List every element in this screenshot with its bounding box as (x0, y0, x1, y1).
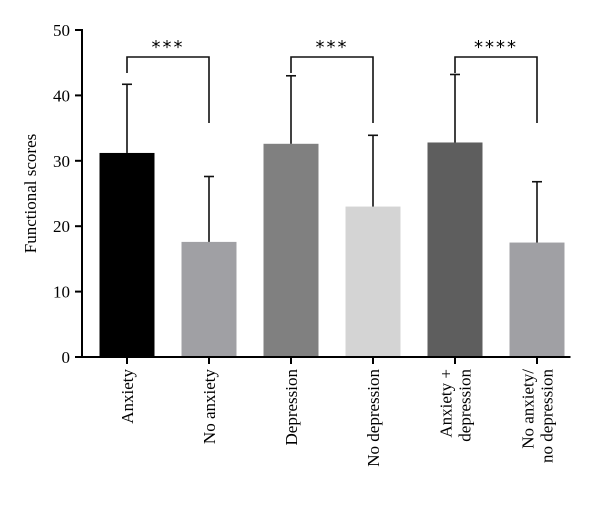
x-tick-label-1: No anxiety (200, 369, 219, 445)
significance-label-0: *** (152, 37, 185, 58)
y-axis-label: Functional scores (21, 134, 40, 253)
x-tick-label-4-line-1: depression (456, 369, 475, 442)
y-tick-label-1: 10 (53, 283, 70, 302)
y-tick-label-5: 50 (53, 21, 70, 40)
bar-4 (427, 142, 483, 357)
bar-0 (99, 152, 155, 357)
significance-label-2: **** (474, 37, 518, 58)
bar-3 (345, 206, 401, 357)
y-tick-label-2: 20 (53, 217, 70, 236)
x-tick-label-2: Depression (282, 369, 301, 446)
x-tick-label-3: No depression (364, 369, 383, 467)
x-tick-label-5-line-1: no depression (538, 369, 557, 463)
significance-bracket-0 (126, 56, 210, 123)
y-tick-label-0: 0 (62, 348, 71, 367)
significance-label-1: *** (316, 37, 349, 58)
bar-1 (181, 241, 237, 357)
plot-area: 0 10 20 30 40 50 Anxiety No anxiety Depression No… (53, 21, 571, 467)
bar-2 (263, 143, 319, 357)
x-tick-label-5-line-0: No anxiety/ (519, 369, 538, 449)
significance-bracket-1 (290, 56, 374, 123)
x-tick-label-4-line-0: Anxiety + (437, 369, 456, 438)
x-tick-label-0: Anxiety (118, 369, 137, 424)
y-tick-label-4: 40 (53, 86, 70, 105)
y-tick-label-3: 30 (53, 152, 70, 171)
significance-bracket-2 (454, 56, 538, 123)
bar-5 (509, 242, 565, 357)
